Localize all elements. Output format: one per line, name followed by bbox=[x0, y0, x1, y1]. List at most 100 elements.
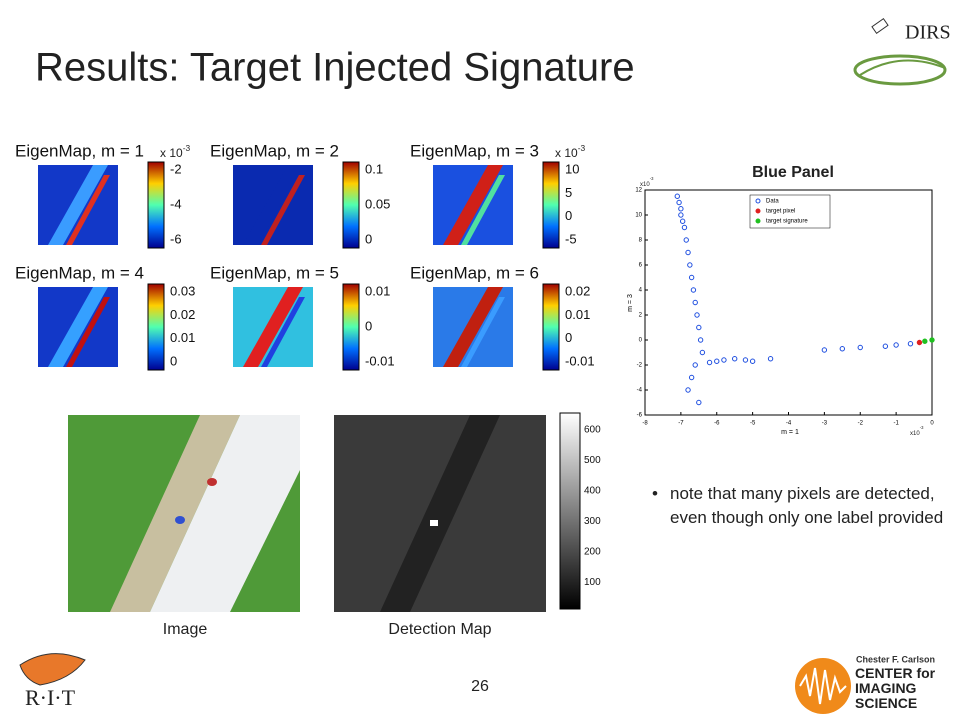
point bbox=[692, 299, 698, 306]
legend-label: target signature bbox=[766, 219, 808, 225]
colorbar-tick: -5 bbox=[565, 231, 577, 246]
point bbox=[679, 218, 686, 224]
exponent-base: x10 bbox=[910, 431, 920, 437]
detection-band bbox=[380, 415, 500, 612]
point bbox=[907, 341, 914, 347]
legend-box bbox=[749, 194, 831, 229]
exponent-power: -3 bbox=[183, 143, 191, 153]
colorbar-tick: 0 bbox=[365, 231, 372, 246]
slide-title: Results: Target Injected Signature bbox=[35, 46, 635, 90]
center-top: Chester F. Carlson bbox=[856, 654, 935, 664]
point bbox=[706, 359, 713, 366]
panel-label: EigenMap, m = 5 bbox=[210, 263, 339, 282]
exponent: x 10-3 bbox=[160, 143, 190, 160]
point bbox=[694, 312, 700, 318]
colorbar-tick: 0.02 bbox=[170, 307, 195, 322]
colorbar-tick: 600 bbox=[584, 425, 601, 436]
point bbox=[674, 193, 680, 199]
point bbox=[688, 274, 695, 281]
y-tick-label: 2 bbox=[639, 313, 643, 319]
cis-logo: Chester F. Carlson CENTER for IMAGING SC… bbox=[795, 654, 935, 714]
legend-marker bbox=[755, 218, 761, 224]
exponent-power: -3 bbox=[650, 176, 654, 181]
path-band bbox=[110, 415, 240, 612]
point bbox=[721, 357, 727, 363]
point bbox=[839, 346, 846, 352]
point bbox=[882, 343, 889, 349]
x-axis-label: m = 1 bbox=[781, 429, 799, 436]
colorbar-tick: 0.02 bbox=[565, 283, 590, 298]
colorbar-tick: 100 bbox=[584, 577, 601, 588]
colorbar-tick: 0 bbox=[170, 353, 177, 368]
logo-text: DIRS bbox=[905, 22, 951, 44]
y-tick-label: 8 bbox=[639, 238, 643, 244]
point bbox=[857, 344, 863, 351]
colorbar bbox=[342, 161, 360, 249]
point bbox=[687, 262, 693, 268]
eigenmap-band bbox=[461, 297, 505, 367]
colorbar-tick: -0.01 bbox=[565, 353, 595, 368]
y-tick-label: 6 bbox=[639, 263, 643, 269]
target bbox=[207, 478, 217, 486]
dirs-logo: DIRS bbox=[853, 18, 951, 86]
colorbar bbox=[342, 283, 360, 371]
x-tick-label: -7 bbox=[678, 421, 684, 427]
point bbox=[742, 357, 749, 363]
y-tick-label: -2 bbox=[637, 363, 643, 369]
legend-label: target pixel bbox=[766, 209, 795, 215]
exponent-power: -3 bbox=[578, 143, 586, 153]
point bbox=[916, 339, 923, 346]
colorbar-tick: 0.01 bbox=[365, 283, 390, 298]
colorbar-tick: 0.05 bbox=[365, 196, 390, 211]
point bbox=[685, 387, 691, 393]
bullet: note that many pixels are detected, even… bbox=[650, 482, 950, 530]
y-tick-label: 12 bbox=[635, 188, 642, 194]
point bbox=[767, 356, 774, 362]
colorbar-tick: 0.01 bbox=[170, 330, 195, 345]
colorbar-tick: 0.03 bbox=[170, 283, 195, 298]
colorbar-tick: 500 bbox=[584, 455, 601, 466]
colorbar-tick: 0.01 bbox=[565, 307, 590, 322]
path-band bbox=[150, 415, 300, 612]
exponent: x10-3 bbox=[640, 176, 654, 187]
rit-text: R·I·T bbox=[25, 685, 76, 710]
point bbox=[929, 337, 935, 343]
panel-label: EigenMap, m = 4 bbox=[15, 263, 144, 282]
exponent-base: x10 bbox=[640, 182, 650, 188]
x-tick-label: -6 bbox=[714, 421, 720, 427]
colorbar-tick: 400 bbox=[584, 486, 601, 497]
eigenmap-band bbox=[261, 297, 305, 367]
colorbar-tick: -2 bbox=[170, 161, 182, 176]
eigenmap-band bbox=[261, 175, 305, 245]
eigenmap-band bbox=[66, 175, 110, 245]
panel-label: EigenMap, m = 6 bbox=[410, 263, 539, 282]
x-tick-label: -1 bbox=[893, 421, 899, 427]
point bbox=[714, 358, 720, 364]
rit-logo: R·I·T bbox=[19, 653, 86, 710]
point bbox=[690, 287, 697, 293]
point bbox=[688, 374, 695, 381]
page-number: 26 bbox=[471, 678, 489, 695]
x-tick-label: 0 bbox=[930, 421, 934, 427]
colorbar bbox=[542, 161, 560, 249]
panel-label: EigenMap, m = 1 bbox=[15, 141, 144, 160]
colorbar bbox=[542, 283, 560, 371]
x-tick-label: -4 bbox=[786, 421, 792, 427]
point bbox=[922, 338, 928, 344]
colorbar-tick: -0.01 bbox=[365, 353, 395, 368]
point bbox=[685, 249, 691, 256]
point bbox=[731, 356, 738, 362]
colorbar-tick: 10 bbox=[565, 161, 579, 176]
detection-hit bbox=[430, 520, 438, 526]
colorbar bbox=[147, 161, 165, 249]
exponent: x 10-3 bbox=[555, 143, 585, 160]
exponent-base: x 10 bbox=[555, 146, 578, 160]
x-tick-label: -8 bbox=[642, 421, 648, 427]
point bbox=[893, 342, 899, 348]
colorbar-tick: 0 bbox=[565, 208, 572, 223]
colorbar bbox=[147, 283, 165, 371]
point bbox=[683, 237, 689, 243]
colorbar-tick: 0 bbox=[365, 318, 372, 333]
eigenmap-band bbox=[66, 297, 110, 367]
